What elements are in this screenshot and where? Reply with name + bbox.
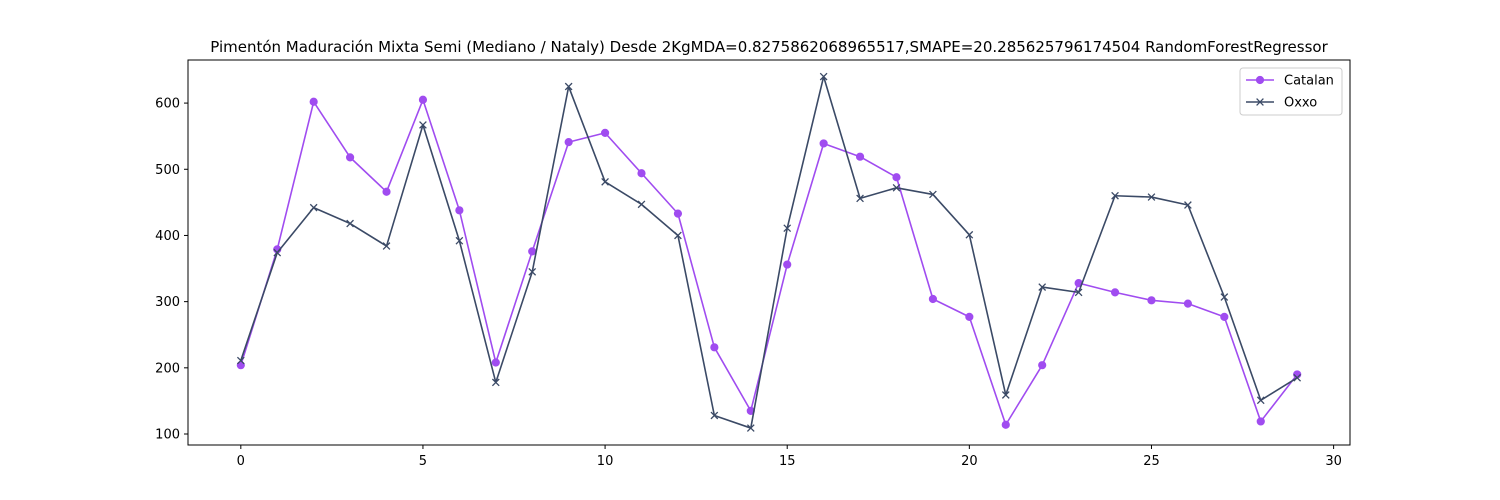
data-point-catalan [819,139,828,148]
data-point-catalan [673,209,683,218]
data-point-oxxo [929,190,937,199]
y-tick-label: 300 [155,295,180,310]
data-point-catalan [564,138,573,147]
series-line-oxxo [240,75,1298,429]
data-point-oxxo [236,356,245,365]
data-point-catalan [1183,299,1193,308]
data-point-oxxo [710,411,719,420]
data-point-oxxo [1147,193,1156,201]
data-point-oxxo [601,177,609,186]
data-point-catalan [1220,312,1229,321]
data-point-catalan [783,260,792,269]
y-tick-label: 500 [155,163,180,178]
data-point-oxxo [455,236,464,245]
x-tick-label: 15 [779,454,796,469]
data-point-oxxo [419,121,427,129]
y-tick-label: 600 [155,97,180,112]
data-point-oxxo [965,230,974,239]
data-point-catalan [1001,420,1010,429]
data-point-oxxo [528,267,537,276]
data-point-catalan [600,128,610,137]
data-point-catalan [855,152,865,161]
data-point-catalan [382,187,391,196]
legend: Catalan Oxxo [1239,67,1343,116]
data-point-oxxo [819,72,828,81]
data-point-oxxo [491,378,500,387]
legend-item-catalan: Catalan [1246,74,1334,89]
data-point-oxxo [1256,396,1265,405]
axes: 0 5 10 15 20 25 30 100 200 300 400 500 600 [155,59,1351,469]
series-oxxo [236,72,1302,432]
legend-label-oxxo: Oxxo [1284,96,1317,111]
legend-label-catalan: Catalan [1284,74,1334,89]
data-point-oxxo [564,82,573,91]
data-point-catalan [965,312,974,321]
y-tick-label: 100 [155,428,180,443]
x-tick-label: 20 [961,454,978,469]
series-layer [236,72,1302,432]
data-point-catalan [928,294,938,304]
data-point-oxxo [856,194,864,203]
data-point-catalan [637,169,646,178]
data-point-oxxo [1220,293,1229,301]
data-point-oxxo [1184,201,1192,209]
x-tick-label: 30 [1325,454,1342,469]
data-point-catalan [455,206,464,215]
data-point-catalan [710,343,719,352]
data-point-catalan [491,358,500,367]
data-point-oxxo [1293,373,1302,382]
x-tick-label: 5 [419,454,427,469]
data-point-oxxo [309,203,318,212]
data-point-catalan [528,247,537,256]
data-point-oxxo [1038,283,1047,291]
data-point-catalan [892,173,901,182]
data-point-oxxo [1111,191,1119,200]
y-tick-label: 400 [155,229,180,244]
plot-frame [187,59,1351,446]
data-point-oxxo [382,242,391,250]
legend-item-oxxo: Oxxo [1246,96,1317,111]
data-point-catalan [1110,288,1120,297]
data-point-oxxo [746,424,755,432]
data-point-oxxo [1001,391,1010,399]
data-point-oxxo [273,248,282,257]
x-tick-label: 25 [1143,454,1160,469]
data-point-oxxo [674,231,682,240]
x-tick-label: 10 [597,454,614,469]
data-point-catalan [418,95,428,104]
data-point-catalan [1256,417,1265,426]
data-point-catalan [1038,361,1047,370]
series-line-catalan [240,98,1298,426]
data-point-catalan [236,361,245,370]
x-tick-label: 0 [237,454,245,469]
chart-title: Pimentón Maduración Mixta Semi (Mediano … [210,38,1328,56]
y-tick-label: 200 [155,361,180,376]
data-point-oxxo [637,200,646,209]
data-point-oxxo [783,224,792,233]
legend-marker-oxxo [1256,98,1264,106]
data-point-catalan [1147,296,1156,305]
legend-marker-catalan [1255,75,1265,85]
data-point-catalan [345,153,355,162]
data-point-oxxo [1074,288,1083,297]
data-point-oxxo [346,219,354,228]
series-catalan [236,95,1302,429]
data-point-catalan [309,97,318,106]
data-point-oxxo [892,183,901,192]
